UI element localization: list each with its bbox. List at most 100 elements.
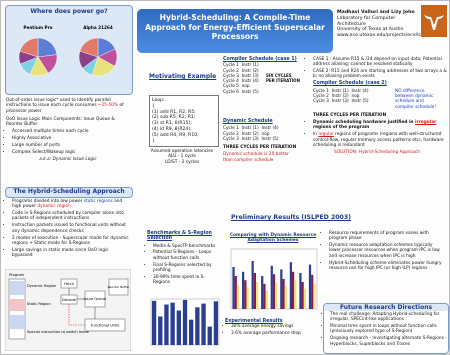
fu-box bbox=[84, 318, 126, 332]
bullet: The real challenge: Adapting Hybrid-sche… bbox=[330, 312, 448, 323]
bullet: Hybrid-Scheduling scheme eliminates powe… bbox=[329, 261, 445, 272]
text-highlight: static regions bbox=[83, 199, 113, 204]
bar bbox=[251, 261, 254, 309]
bench: Benchmarks & S-Region Selection Media & … bbox=[147, 231, 221, 287]
text-highlight: regular bbox=[318, 132, 334, 138]
bar bbox=[158, 316, 163, 345]
bullet: 2 modes of execution - Superscalar mode … bbox=[12, 236, 130, 247]
text: regions of programs (regions with well-s… bbox=[313, 132, 444, 148]
bullet: 3.6% average performance drop bbox=[231, 331, 321, 336]
power-text: Out-of-order issue logic* used to identi… bbox=[6, 98, 130, 162]
future-bullets: The real challenge: Adapting Hybrid-sche… bbox=[324, 312, 448, 347]
dynamic-schedule: Dynamic Schedule Cycle 1 Instr (1) Instr… bbox=[223, 119, 303, 163]
pie-slice bbox=[19, 37, 39, 58]
loop-line: (4) ld R9, 8(R24); bbox=[152, 126, 192, 132]
bullet: Minimal time spent in loops without func… bbox=[330, 324, 448, 335]
experimental: Experimental Results 30% average energy … bbox=[225, 319, 321, 338]
bullet: Media & SpecFP benchmarks bbox=[153, 244, 221, 249]
bullet: Ongoing research - Investigating alterna… bbox=[330, 336, 448, 347]
resource: Resource requirements of program varies … bbox=[323, 231, 445, 273]
text-highlight: ~25-50% bbox=[97, 103, 119, 109]
text: Dynamic scheduling hardware justified in bbox=[313, 120, 415, 126]
schedule-line: Cycle 6 Instr (5) bbox=[223, 89, 259, 95]
solution: SOLUTION: Hybrid-Scheduling Approach bbox=[333, 150, 420, 156]
results-heading: Preliminary Results (ISLPED 2003) bbox=[230, 214, 351, 221]
text: of processor power bbox=[6, 103, 124, 114]
power-heading: Where does power go? bbox=[30, 8, 108, 15]
static-block bbox=[9, 299, 25, 311]
schedule-line: Cycle 2 Instr (2) nop bbox=[313, 93, 360, 99]
power-components: OoO Issue Logic Main Components: Issue Q… bbox=[6, 116, 115, 128]
aka: a.k.a: Dynamic Issue Logic bbox=[39, 157, 97, 163]
case2-row: Cycle 1 Instr (1) Instr (4) Cycle 2 Inst… bbox=[313, 89, 447, 110]
power-box: Where does power go? Pentium Pro Alpha 21… bbox=[5, 5, 133, 95]
bar bbox=[291, 271, 295, 309]
loop-line: { bbox=[152, 103, 155, 109]
bar bbox=[207, 326, 212, 345]
latency-line: LD/ST - 2 cycles bbox=[164, 159, 200, 165]
bar bbox=[170, 302, 175, 345]
sub-heading: Compiler Schedule (case 1) bbox=[223, 57, 297, 62]
dynamic-note: THREE CYCLES PER ITERATION bbox=[223, 145, 297, 151]
bar bbox=[213, 301, 219, 345]
hybrid-diagram: Program Dynamic Region Static Region Spe… bbox=[5, 269, 131, 351]
resource-bullets: Resource requirements of program varies … bbox=[323, 231, 445, 271]
logo bbox=[421, 5, 447, 37]
bar bbox=[265, 291, 268, 309]
lab: Laboratory for Computer Architecture bbox=[337, 15, 396, 27]
bullet: Resource requirements of program varies … bbox=[329, 231, 445, 242]
schedule-line: Cycle 2 Instr (2) nop bbox=[223, 131, 270, 137]
dynamic-better: Dynamic schedule is 2X better than compi… bbox=[223, 152, 289, 163]
loop-box: Loop: { (1) add R1, R2, R5; (2) sub R5, … bbox=[149, 95, 219, 148]
compare-heading: Comparing with Dynamic Resource Adaptati… bbox=[229, 233, 317, 244]
bullet: Accessed multiple times each cycle bbox=[12, 129, 130, 134]
text: Programs divided into low power bbox=[12, 199, 84, 204]
loop-line: (5) add R4, R9, R10; bbox=[152, 132, 199, 138]
case1-note: SIX CYCLES PER ITERATION bbox=[266, 73, 300, 84]
text-highlight: irregular bbox=[414, 120, 437, 126]
bullet: 30-99% time spent in S-Regions bbox=[153, 275, 221, 286]
bar bbox=[151, 300, 157, 345]
motivating-heading: Motivating Example bbox=[149, 73, 217, 80]
diagram-label: Program bbox=[9, 273, 25, 277]
schedule: Cycle 1 Instr (1) Cycle 2 Instr (2) Cycl… bbox=[223, 63, 303, 95]
schedule: Cycle 1 Instr (1) Instr (4) Cycle 2 Inst… bbox=[313, 89, 395, 110]
bench-bullets: Media & SpecFP benchmarks Potential S-Re… bbox=[147, 244, 221, 286]
schedule-line: Cycle 3 Instr (3) Instr (5) bbox=[223, 136, 279, 142]
url: www.ece.utexas.edu/projects/ece/lca bbox=[337, 33, 424, 39]
bullet: Instruction packets issued to functional… bbox=[12, 223, 130, 234]
rob-box bbox=[108, 278, 129, 296]
bullet: In regular regions of programs (regions … bbox=[313, 132, 447, 148]
bullet: CASE 2: R15 and R24 are starting address… bbox=[313, 69, 447, 80]
text: and high power bbox=[12, 199, 123, 210]
sub-heading: Experimental Results bbox=[225, 319, 283, 324]
authors-block: Madhavi Valluri and Lizy John Laboratory… bbox=[337, 10, 424, 39]
bar bbox=[244, 280, 247, 309]
power-intro: Out-of-order issue logic* used to identi… bbox=[6, 98, 130, 114]
bar bbox=[246, 287, 249, 309]
bar bbox=[270, 265, 273, 309]
bullet: Dynamic resource adaptation schemes typi… bbox=[329, 243, 445, 259]
bar bbox=[299, 273, 302, 309]
future-heading: Future Research Directions bbox=[324, 304, 448, 311]
bar bbox=[164, 304, 169, 345]
bullet: Dynamic scheduling hardware justified in… bbox=[313, 120, 447, 131]
text: Out-of-order issue logic* used to identi… bbox=[6, 98, 111, 109]
case1-schedule: Compiler Schedule (case 1) Cycle 1 Instr… bbox=[223, 57, 303, 95]
bar bbox=[256, 282, 259, 309]
hybrid-bullets: Programs divided into low power static r… bbox=[6, 199, 130, 258]
pie-label: Pentium Pro bbox=[23, 25, 52, 30]
cases: CASE 1 : Assume R15 & /24 depend on inpu… bbox=[307, 57, 447, 156]
loop-line: (3) st R1, 0(R15); bbox=[152, 121, 192, 127]
bar bbox=[282, 279, 285, 309]
three-cycles: THREE CYCLES PER ITERATION bbox=[313, 112, 387, 118]
bar bbox=[241, 271, 245, 309]
bullet: Potential S-Regions - Loops without func… bbox=[153, 250, 221, 261]
bar bbox=[189, 319, 194, 345]
diagram-label: Decode bbox=[62, 298, 76, 302]
note-line: SIX CYCLES bbox=[266, 73, 292, 78]
title: Hybrid-Scheduling: A Compile-Time Approa… bbox=[137, 9, 333, 53]
text: regions of the program bbox=[313, 125, 370, 131]
bar bbox=[182, 299, 188, 345]
